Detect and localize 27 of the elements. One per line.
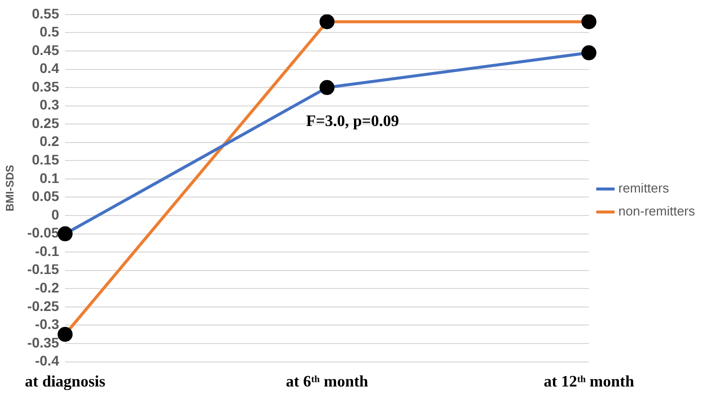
legend-label: remitters — [618, 180, 670, 196]
legend-label: non-remitters — [618, 204, 696, 219]
x-tick-label: at 6ᵗʰ month — [286, 374, 368, 391]
y-tick-label: 0 — [51, 206, 60, 222]
y-tick-label: -0.2 — [34, 280, 60, 296]
y-tick-label: 0.35 — [32, 78, 60, 94]
y-tick-label: 0.25 — [32, 114, 60, 131]
y-tick-label: -0.4 — [34, 352, 60, 369]
x-tick-label: at 12ᵗʰ month — [544, 374, 634, 391]
y-tick-label: -0.1 — [34, 242, 60, 259]
x-tick-label: at diagnosis — [24, 374, 106, 391]
y-tick-label: 0.15 — [32, 152, 60, 168]
annotation: F=3.0, p=0.09 — [306, 113, 399, 130]
y-tick-label: 0.45 — [32, 42, 60, 58]
y-tick-label: 0.1 — [40, 170, 60, 186]
y-tick-label: -0.05 — [27, 224, 60, 241]
y-tick-label: 0.5 — [40, 24, 60, 40]
y-tick-label: 0.2 — [40, 133, 60, 150]
y-tick-label: 0.55 — [32, 5, 60, 22]
y-tick-label: -0.3 — [34, 316, 60, 332]
y-tick-label: 0.3 — [40, 96, 60, 113]
y-tick-label: -0.35 — [27, 334, 60, 350]
y-axis-title: BMI-SDS — [4, 164, 17, 212]
y-tick-label: 0.05 — [32, 188, 60, 204]
y-tick-label: 0.4 — [40, 60, 60, 76]
y-tick-label: -0.25 — [27, 298, 60, 314]
y-tick-label: -0.15 — [27, 261, 60, 278]
